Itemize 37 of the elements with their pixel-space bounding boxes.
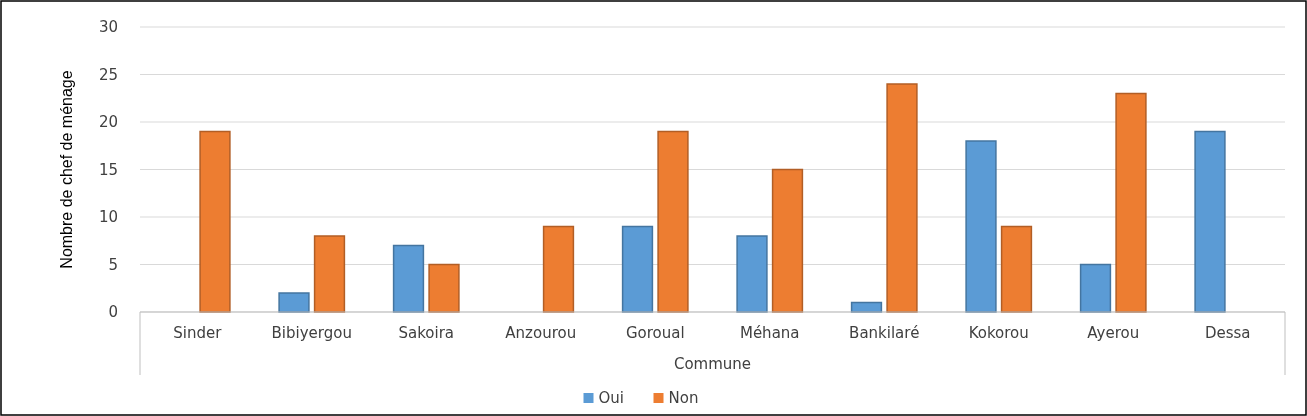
y-tick-label: 25 xyxy=(98,65,118,84)
y-tick-label: 0 xyxy=(108,303,118,322)
bar xyxy=(657,130,689,313)
y-axis-title: Nombre de chef de ménage xyxy=(58,70,75,269)
x-axis-title: Commune xyxy=(673,355,752,373)
x-tick-label: Sinder xyxy=(173,324,223,342)
y-tick-label: 20 xyxy=(98,113,118,132)
x-tick-label: Méhana xyxy=(739,324,800,342)
bar xyxy=(1079,263,1112,313)
x-tick-label: Sakoira xyxy=(398,324,455,342)
bar xyxy=(542,225,575,313)
y-tick-label: 30 xyxy=(98,18,118,37)
legend-label: Non xyxy=(668,389,699,408)
bar xyxy=(1194,130,1226,313)
x-tick-label: Kokorou xyxy=(968,324,1029,342)
bar xyxy=(886,83,918,313)
bar xyxy=(771,168,804,313)
x-tick-label: Bibiyergou xyxy=(271,324,352,342)
bar xyxy=(313,235,346,313)
bar xyxy=(736,235,768,313)
x-tick-label: Ayerou xyxy=(1087,324,1140,342)
bar xyxy=(965,140,997,313)
y-tick-label: 10 xyxy=(98,208,118,227)
x-tick-label: Bankilaré xyxy=(849,324,920,342)
x-tick-label: Dessa xyxy=(1204,324,1251,342)
y-tick-label: 5 xyxy=(108,255,118,274)
bar xyxy=(428,263,460,313)
bar xyxy=(621,225,654,313)
y-tick-label: 15 xyxy=(98,160,118,179)
bar xyxy=(1115,92,1147,313)
bar xyxy=(392,244,425,313)
x-tick-label: Anzourou xyxy=(505,324,577,342)
x-tick-label: Goroual xyxy=(625,324,685,342)
legend-label: Oui xyxy=(598,389,624,408)
bar xyxy=(199,130,231,313)
bar xyxy=(1000,225,1033,313)
bar xyxy=(278,292,310,313)
